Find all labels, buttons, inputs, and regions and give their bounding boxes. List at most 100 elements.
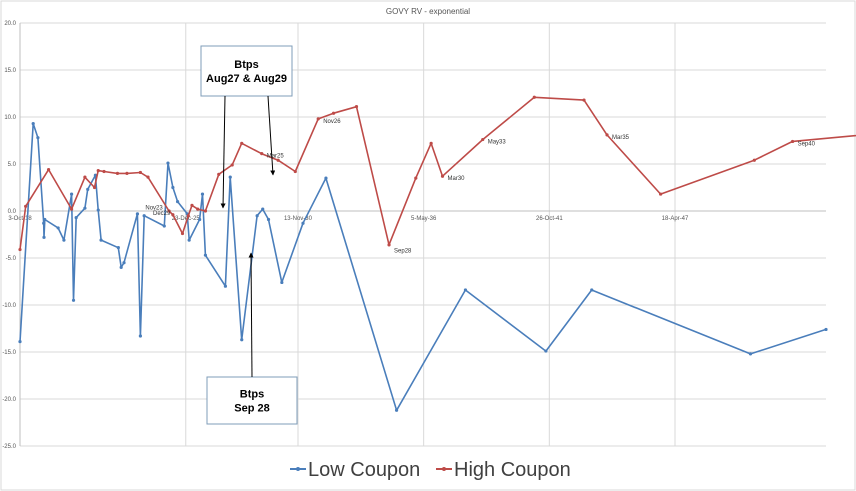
data-point-low-coupon [261,207,265,211]
data-point-low-coupon [324,176,328,180]
data-point-high-coupon [605,133,609,137]
data-point-high-coupon [316,117,320,121]
data-point-high-coupon [125,171,129,175]
data-point-high-coupon [167,209,171,213]
data-point-low-coupon [187,238,191,242]
callout-arrow [220,95,226,209]
data-point-high-coupon [532,95,536,99]
data-point-low-coupon [203,253,208,257]
data-point-high-coupon [96,168,100,173]
data-point-high-coupon [217,172,221,176]
data-point-low-coupon [175,200,180,204]
x-tick-label: 13-Nov-30 [284,216,313,222]
data-point-low-coupon [56,226,60,230]
data-point-low-coupon [116,246,120,250]
callout-text: Btps [234,59,258,71]
x-tick-label: 5-May-36 [411,216,437,222]
data-point-low-coupon [18,340,22,344]
point-annotation: Dec29 [153,211,171,217]
data-point-high-coupon [18,247,22,252]
data-point-high-coupon [481,137,485,142]
data-point-low-coupon [228,175,232,179]
data-point-high-coupon [260,152,264,156]
data-point-high-coupon [429,141,433,145]
data-point-high-coupon [102,169,106,174]
data-point-high-coupon [414,176,418,180]
callout-arrow [248,252,254,378]
point-annotation: Mar25 [267,154,285,160]
data-point-high-coupon [203,209,208,213]
data-point-low-coupon [142,214,146,218]
data-point-low-coupon [166,161,170,165]
data-point-high-coupon [92,185,97,190]
data-point-high-coupon [293,169,297,174]
data-point-high-coupon [46,168,51,172]
callout-text: Btps [240,389,264,401]
y-tick-label: 10.0 [4,115,16,121]
data-point-low-coupon [74,215,78,220]
x-tick-label: 18-Apr-47 [662,216,689,222]
data-point-low-coupon [135,212,140,216]
data-point-high-coupon [659,192,663,196]
data-point-high-coupon [146,175,150,179]
data-point-low-coupon [62,238,66,242]
data-point-high-coupon [196,207,200,211]
data-point-low-coupon [301,221,305,225]
legend-label-high-coupon: High Coupon [454,459,571,481]
data-point-low-coupon [71,298,76,302]
y-tick-label: -20.0 [2,397,16,403]
data-point-high-coupon [190,203,194,207]
data-point-high-coupon [790,139,795,144]
point-annotation: Nov23 [145,205,163,211]
data-point-high-coupon [440,174,445,178]
point-annotation: Mar35 [612,135,630,141]
point-annotation: Sep40 [798,141,816,147]
callout-text: Aug27 & Aug29 [206,73,287,85]
data-point-low-coupon [266,217,271,222]
data-point-low-coupon [463,288,468,292]
y-tick-label: -5.0 [6,256,17,262]
data-point-low-coupon [255,214,259,218]
data-point-high-coupon [180,231,185,236]
chart-title: GOVY RV - exponential [386,7,470,16]
data-point-low-coupon [119,265,123,269]
data-point-high-coupon [230,163,234,167]
data-point-low-coupon [96,208,100,212]
data-point-low-coupon [36,136,40,140]
data-point-high-coupon [331,111,336,115]
y-tick-label: 20.0 [4,21,16,27]
point-annotation: Sep28 [394,249,412,255]
data-point-low-coupon [31,121,35,126]
y-tick-label: -15.0 [2,350,16,356]
data-point-low-coupon [240,338,244,342]
data-point-low-coupon [42,221,46,225]
series-line-low-coupon [19,122,827,412]
data-point-high-coupon [354,105,359,109]
data-point-low-coupon [824,327,828,332]
data-point-low-coupon [86,187,90,191]
y-tick-label: 0.0 [8,209,17,215]
legend-marker-high-coupon [442,467,446,471]
callout-arrow [267,95,276,176]
data-point-high-coupon [24,204,28,208]
legend-marker-low-coupon [296,467,300,471]
y-tick-label: -10.0 [2,303,16,309]
point-annotation: Nov26 [323,119,341,125]
data-point-low-coupon [42,235,46,239]
data-point-high-coupon [138,170,142,175]
data-point-high-coupon [171,213,175,217]
callout-layer: Btps Aug27 & Aug29 Btps Sep 28 [200,45,298,425]
data-point-low-coupon [198,217,202,222]
data-point-high-coupon [582,98,586,102]
data-point-low-coupon [99,238,103,242]
data-point-low-coupon [394,408,399,412]
grid-layer: 20.0 15.0 10.0 5.0 0.0 -5.0 -10.0 -15.0 -20.0 -25… [2,21,826,450]
x-tick-label: 26-Oct-41 [536,216,563,222]
series-layer [18,95,856,412]
data-point-high-coupon [115,171,120,175]
legend-label-low-coupon: Low Coupon [308,459,420,481]
point-annotation: May33 [488,140,507,146]
callout-text: Sep 28 [234,403,269,415]
